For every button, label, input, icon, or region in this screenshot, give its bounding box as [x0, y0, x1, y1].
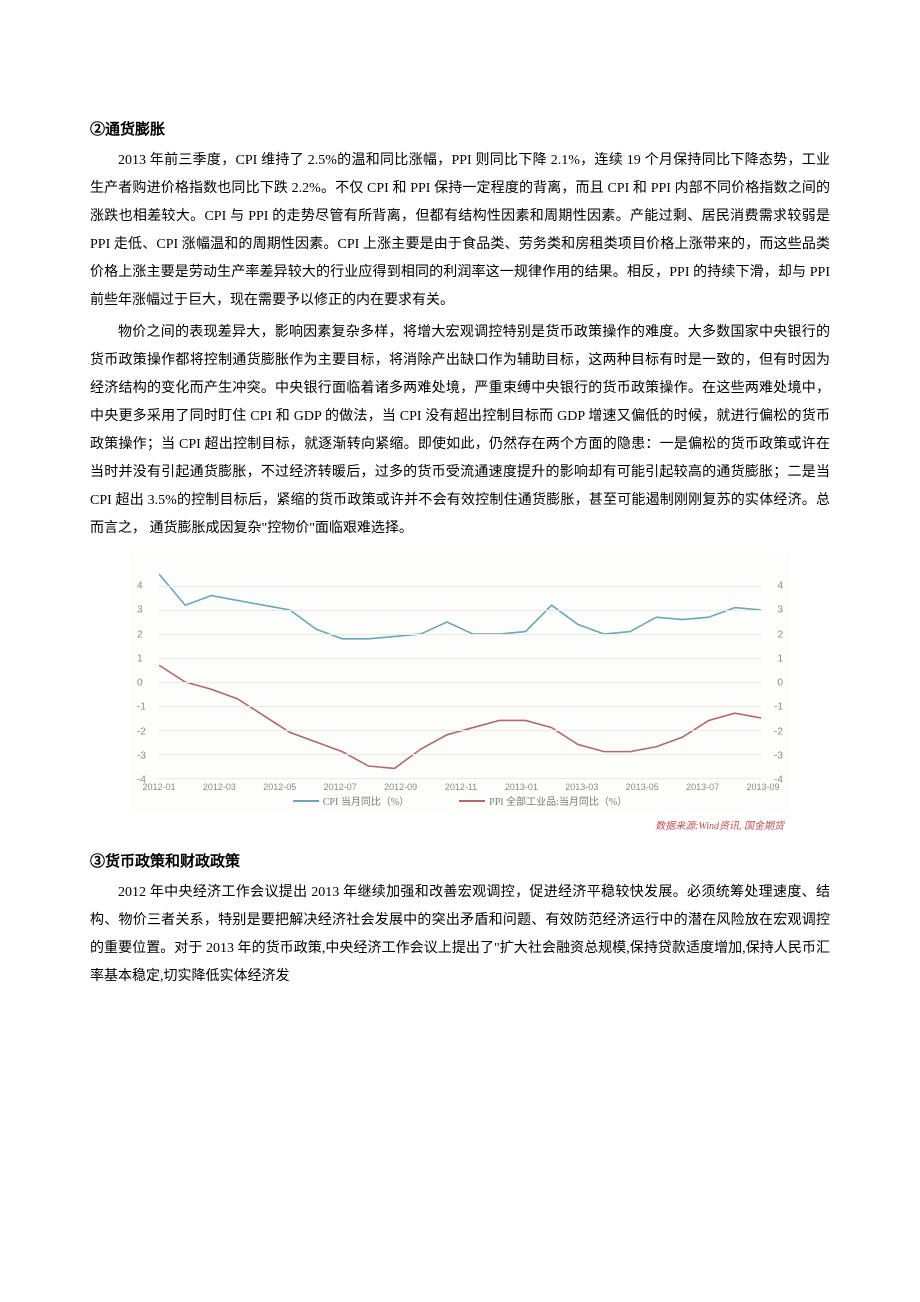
- x-tick: 2012-07: [324, 782, 357, 792]
- gridline: [159, 634, 761, 635]
- y-tick-left: 2: [137, 629, 143, 640]
- x-tick: 2013-01: [505, 782, 538, 792]
- y-tick-left: 1: [137, 653, 143, 664]
- gridline: [159, 754, 761, 755]
- legend-item-cpi: CPI 当月同比（%）: [293, 793, 409, 808]
- y-tick-right: 0: [777, 678, 783, 689]
- y-tick-left: -2: [137, 726, 146, 737]
- legend-swatch-cpi: [293, 800, 319, 802]
- x-tick: 2013-09: [746, 782, 779, 792]
- x-tick: 2012-11: [445, 782, 477, 792]
- gridline: [159, 610, 761, 611]
- y-tick-left: -3: [137, 750, 146, 761]
- y-tick-left: -1: [137, 702, 146, 713]
- section-heading-inflation: ②通货膨胀: [90, 118, 830, 139]
- y-tick-right: -2: [774, 726, 783, 737]
- gridline: [159, 682, 761, 683]
- x-tick: 2013-05: [626, 782, 659, 792]
- section-heading-policy: ③货币政策和财政政策: [90, 850, 830, 871]
- chart-plot-area: [159, 562, 761, 778]
- gridline: [159, 586, 761, 587]
- chart-box: CPI 当月同比（%） PPI 全部工业品:当月同比（%） -4-4-3-3-2…: [130, 553, 790, 813]
- x-tick: 2012-01: [142, 782, 175, 792]
- legend-label-cpi: CPI 当月同比（%）: [323, 793, 409, 808]
- chart-legend: CPI 当月同比（%） PPI 全部工业品:当月同比（%）: [131, 793, 789, 808]
- legend-swatch-ppi: [459, 800, 485, 802]
- y-tick-right: 4: [777, 581, 783, 592]
- section3-para1: 2012 年中央经济工作会议提出 2013 年继续加强和改善宏观调控，促进经济平…: [90, 879, 830, 991]
- x-tick: 2013-03: [565, 782, 598, 792]
- chart-caption: 数据来源:Wind资讯, 国金期货: [130, 813, 790, 832]
- x-tick: 2012-03: [203, 782, 236, 792]
- y-tick-right: 2: [777, 629, 783, 640]
- y-tick-right: -1: [774, 702, 783, 713]
- legend-item-ppi: PPI 全部工业品:当月同比（%）: [459, 793, 627, 808]
- y-tick-left: 4: [137, 581, 143, 592]
- legend-label-ppi: PPI 全部工业品:当月同比（%）: [489, 793, 627, 808]
- y-tick-left: 3: [137, 605, 143, 616]
- y-tick-right: -3: [774, 750, 783, 761]
- gridline: [159, 658, 761, 659]
- series-line: [159, 665, 761, 768]
- gridline: [159, 778, 761, 779]
- series-line: [159, 574, 761, 639]
- x-tick: 2013-07: [686, 782, 719, 792]
- y-tick-right: 3: [777, 605, 783, 616]
- chart-svg: [159, 562, 761, 778]
- y-tick-left: 0: [137, 678, 143, 689]
- cpi-ppi-chart: CPI 当月同比（%） PPI 全部工业品:当月同比（%） -4-4-3-3-2…: [130, 553, 790, 832]
- x-tick: 2012-05: [263, 782, 296, 792]
- gridline: [159, 706, 761, 707]
- section2-para2: 物价之间的表现差异大，影响因素复杂多样，将增大宏观调控特别是货币政策操作的难度。…: [90, 319, 830, 543]
- section2-para1: 2013 年前三季度，CPI 维持了 2.5%的温和同比涨幅，PPI 则同比下降…: [90, 147, 830, 315]
- x-tick: 2012-09: [384, 782, 417, 792]
- gridline: [159, 730, 761, 731]
- y-tick-right: 1: [777, 653, 783, 664]
